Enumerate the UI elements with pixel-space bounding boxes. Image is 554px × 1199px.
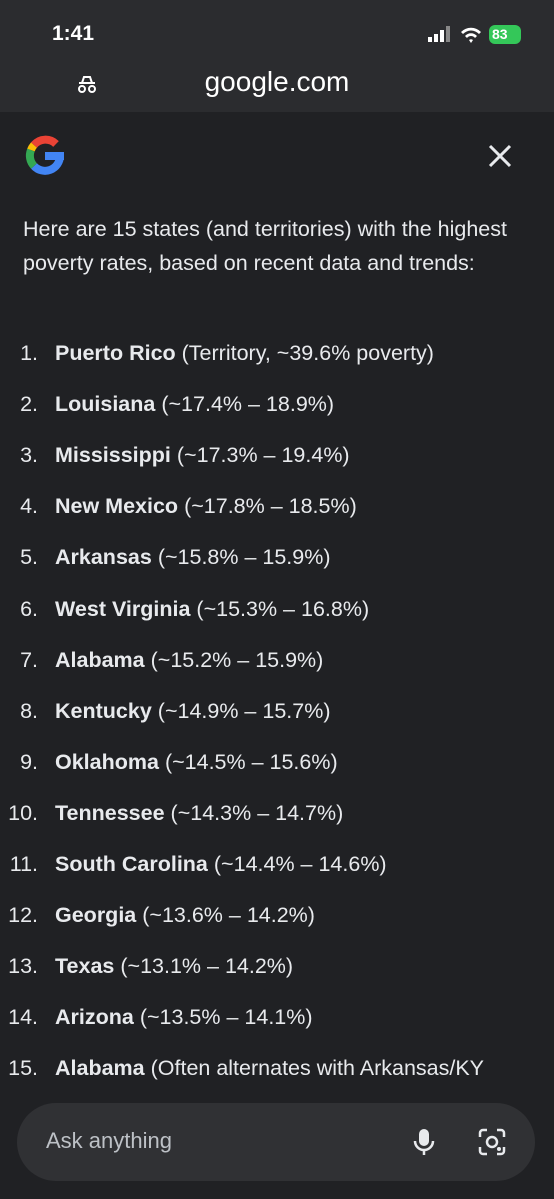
item-text: Texas (~13.1% – 14.2%) <box>55 954 293 979</box>
item-text: Mississippi (~17.3% – 19.4%) <box>55 443 350 468</box>
item-text: Louisiana (~17.4% – 18.9%) <box>55 392 334 417</box>
item-detail: (~13.5% – 14.1%) <box>139 1005 313 1030</box>
item-number: 14. <box>8 1005 38 1030</box>
item-number: 8. <box>20 698 38 723</box>
item-detail: (Territory, ~39.6% poverty) <box>181 341 434 365</box>
item-detail: (~14.9% – 15.7%) <box>157 698 331 723</box>
battery-level: 83 <box>492 26 508 42</box>
item-number: 15. <box>8 1056 38 1081</box>
item-detail: (~15.2% – 15.9%) <box>150 647 324 672</box>
item-text: Kentucky (~14.9% – 15.7%) <box>55 699 331 724</box>
intro-text: Here are 15 states (and territories) wit… <box>23 217 507 275</box>
incognito-icon[interactable] <box>76 74 98 94</box>
url[interactable]: google.com <box>204 66 350 97</box>
item-name: Tennessee <box>55 800 165 825</box>
list-item: 5. Arkansas (~15.8% – 15.9%) <box>0 545 554 575</box>
item-detail: (~15.3% – 16.8%) <box>196 596 370 621</box>
item-detail: (~14.4% – 14.6%) <box>213 852 387 876</box>
item-name: Arizona <box>55 1005 134 1030</box>
input-box[interactable] <box>17 1103 535 1181</box>
item-text: Alabama (Often alternates with Arkansas/… <box>55 1056 484 1081</box>
item-detail: (~15.8% – 15.9%) <box>157 545 331 570</box>
close-button[interactable] <box>487 143 513 169</box>
item-number: 3. <box>20 443 38 468</box>
input-placeholder[interactable]: Ask anything <box>46 1128 172 1153</box>
item-name: Puerto Rico <box>55 341 176 365</box>
item-name: Georgia <box>55 903 137 928</box>
mic-button[interactable] <box>412 1127 436 1157</box>
item-detail: (~17.8% – 18.5%) <box>184 494 357 519</box>
item-text: West Virginia (~15.3% – 16.8%) <box>55 597 369 622</box>
google-logo <box>25 135 64 175</box>
item-detail: (~17.3% – 19.4%) <box>176 443 350 468</box>
item-number: 2. <box>20 392 38 417</box>
list-item: 13. Texas (~13.1% – 14.2%) <box>0 954 554 984</box>
list-item: 12. Georgia (~13.6% – 14.2%) <box>0 903 554 933</box>
item-name: Arkansas <box>55 545 152 570</box>
list-item: 8. Kentucky (~14.9% – 15.7%) <box>0 699 554 729</box>
item-name: Kentucky <box>55 698 152 723</box>
item-number: 6. <box>20 596 38 621</box>
item-text: Alabama (~15.2% – 15.9%) <box>55 648 323 673</box>
list-item: 9. Oklahoma (~14.5% – 15.6%) <box>0 750 554 780</box>
status-and-address-bar <box>0 0 554 112</box>
item-number: 4. <box>20 494 38 519</box>
lens-button[interactable] <box>478 1128 506 1156</box>
item-detail: (~14.5% – 15.6%) <box>164 749 338 774</box>
item-number: 13. <box>8 954 38 979</box>
item-detail: (~13.6% – 14.2%) <box>142 903 315 928</box>
item-text: Oklahoma (~14.5% – 15.6%) <box>55 750 338 775</box>
item-number: 11. <box>9 852 38 876</box>
status-icons <box>428 25 521 44</box>
list-item: 7. Alabama (~15.2% – 15.9%) <box>0 648 554 678</box>
item-name: Mississippi <box>55 443 171 468</box>
status-time: 1:41 <box>52 22 95 45</box>
list-item: 2. Louisiana (~17.4% – 18.9%) <box>0 392 554 422</box>
item-number: 10. <box>8 800 38 825</box>
item-text: New Mexico (~17.8% – 18.5%) <box>55 494 357 519</box>
item-text: South Carolina (~14.4% – 14.6%) <box>55 852 387 877</box>
list-item: 4. New Mexico (~17.8% – 18.5%) <box>0 494 554 524</box>
item-name: West Virginia <box>55 596 191 621</box>
item-text: Tennessee (~14.3% – 14.7%) <box>55 801 343 826</box>
item-number: 12. <box>8 903 38 928</box>
item-name: Louisiana <box>55 392 156 417</box>
item-detail: (~17.4% – 18.9%) <box>161 392 335 417</box>
item-number: 5. <box>20 545 38 570</box>
item-name: Alabama <box>55 647 145 672</box>
item-text: Arizona (~13.5% – 14.1%) <box>55 1005 313 1030</box>
item-name: Texas <box>55 954 115 979</box>
list-item: 1. Puerto Rico (Territory, ~39.6% poverty… <box>0 341 554 371</box>
item-name: South Carolina <box>55 852 208 876</box>
item-text: Georgia (~13.6% – 14.2%) <box>55 903 315 928</box>
item-name: New Mexico <box>55 494 179 519</box>
item-detail: (~13.1% – 14.2%) <box>120 954 294 979</box>
list-item: 14. Arizona (~13.5% – 14.1%) <box>0 1005 554 1035</box>
item-name: Oklahoma <box>55 749 159 774</box>
item-text: Arkansas (~15.8% – 15.9%) <box>55 545 331 570</box>
item-detail: (Often alternates with Arkansas/KY <box>150 1056 485 1081</box>
item-number: 7. <box>20 647 38 672</box>
item-text: Puerto Rico (Territory, ~39.6% poverty) <box>55 341 434 366</box>
list-item: 3. Mississippi (~17.3% – 19.4%) <box>0 443 554 473</box>
list-item: 10. Tennessee (~14.3% – 14.7%) <box>0 801 554 831</box>
item-detail: (~14.3% – 14.7%) <box>170 800 344 825</box>
item-number: 9. <box>20 749 38 774</box>
item-number: 1. <box>20 341 38 365</box>
list-item: 6. West Virginia (~15.3% – 16.8%) <box>0 597 554 627</box>
item-name: Alabama <box>55 1056 145 1081</box>
list-item: 11. South Carolina (~14.4% – 14.6%) <box>0 852 554 882</box>
list-item: 15. Alabama (Often alternates with Arkans… <box>0 1056 554 1086</box>
